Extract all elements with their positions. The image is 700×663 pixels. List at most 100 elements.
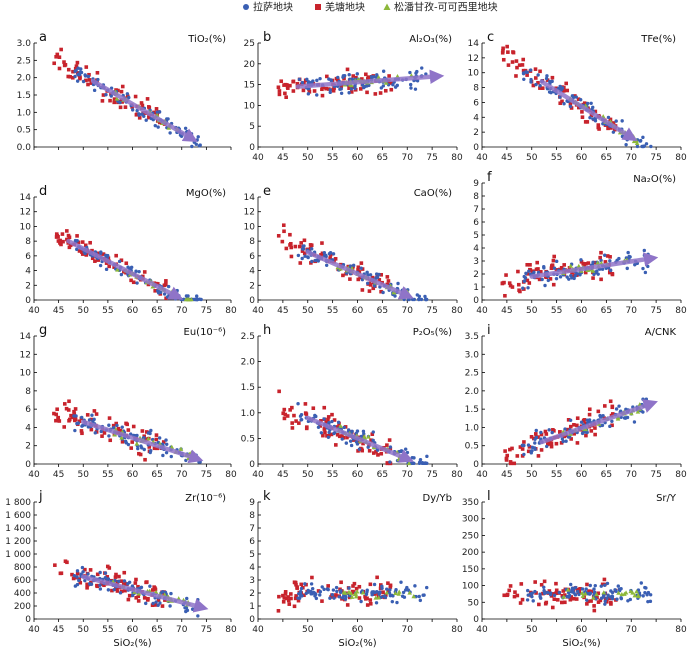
data-point — [60, 232, 65, 236]
y-tick-label: 12 — [20, 208, 31, 218]
data-point — [84, 78, 88, 83]
data-point — [99, 429, 103, 434]
data-point — [52, 61, 56, 66]
y-tick-label: 400 — [14, 589, 31, 599]
data-point — [309, 247, 314, 251]
data-point — [115, 423, 119, 428]
data-point — [526, 286, 530, 290]
x-tick-label: 65 — [601, 470, 612, 480]
legend-item: 羌塘地块 — [315, 1, 365, 14]
y-tick-label: 8 — [249, 237, 255, 247]
data-point — [354, 589, 360, 594]
x-tick-label: 60 — [127, 470, 139, 480]
data-point — [103, 576, 108, 580]
y-tick-label: 1 400 — [5, 524, 31, 534]
y-tick-label: 4 — [249, 267, 255, 277]
data-point — [352, 591, 358, 597]
x-tick-label: 65 — [377, 153, 388, 163]
data-point — [348, 264, 353, 268]
data-point — [549, 266, 554, 271]
data-point — [588, 583, 592, 588]
variable-label: A/CNK — [645, 327, 677, 338]
data-point — [310, 575, 314, 580]
data-point — [596, 123, 601, 127]
data-point — [605, 254, 610, 258]
data-point — [56, 416, 60, 421]
data-point — [294, 594, 298, 598]
y-tick-label: 1.0 — [17, 108, 32, 118]
data-point — [558, 85, 563, 89]
data-point — [586, 591, 590, 596]
data-point — [356, 268, 360, 272]
data-point — [585, 582, 589, 587]
data-point — [137, 269, 141, 274]
data-point — [119, 258, 124, 263]
variable-label: Sr/Y — [656, 493, 677, 504]
data-point — [565, 88, 570, 93]
data-point — [123, 105, 128, 109]
x-tick-label: 50 — [302, 306, 314, 316]
y-tick-label: 0 — [473, 296, 479, 306]
data-point — [544, 432, 549, 436]
data-point — [545, 444, 549, 449]
data-point — [614, 119, 618, 123]
data-point — [123, 439, 128, 444]
data-point — [606, 115, 611, 120]
x-tick-label: 70 — [626, 470, 638, 480]
data-point — [385, 587, 389, 591]
data-point — [411, 594, 417, 599]
x-tick-label: 40 — [28, 625, 40, 635]
data-point — [507, 588, 512, 593]
data-point — [129, 266, 133, 270]
data-point — [169, 454, 173, 459]
data-point — [302, 238, 307, 243]
data-point — [369, 75, 374, 79]
x-tick-label: 80 — [675, 470, 687, 480]
data-point — [353, 594, 359, 599]
data-point — [130, 593, 135, 598]
y-tick-label: 5 — [473, 231, 479, 241]
data-point — [421, 593, 425, 597]
data-point — [351, 263, 356, 268]
legend-marker — [243, 4, 249, 10]
data-point — [349, 87, 354, 91]
data-point — [569, 595, 574, 599]
data-point — [71, 75, 75, 80]
data-point — [183, 126, 188, 130]
data-point — [550, 430, 554, 435]
x-tick-label: 60 — [127, 306, 139, 316]
data-point — [644, 397, 649, 401]
data-point — [320, 585, 324, 589]
data-point — [417, 297, 421, 302]
data-point — [107, 264, 111, 269]
y-tick-label: 10 — [244, 222, 256, 232]
panel-l: 0 50 100 150 200 250 300 350 40 50 60 70 80 l Sr/Y SiO₂… — [462, 489, 687, 649]
x-tick-label: 70 — [626, 306, 638, 316]
data-point — [506, 50, 510, 54]
data-point — [325, 587, 330, 591]
data-point — [361, 429, 366, 434]
data-point — [628, 588, 634, 594]
data-point — [530, 594, 534, 599]
data-point — [329, 595, 333, 599]
data-point — [339, 84, 344, 89]
data-point — [552, 593, 557, 598]
data-point — [190, 607, 195, 611]
data-point — [641, 594, 645, 598]
data-point — [332, 418, 337, 422]
x-tick-label: 80 — [225, 470, 237, 480]
data-point — [564, 81, 568, 86]
data-point — [142, 114, 146, 118]
data-point — [643, 590, 647, 595]
data-point — [560, 593, 565, 598]
data-point — [349, 594, 355, 599]
data-point — [372, 582, 377, 587]
data-point — [140, 274, 145, 279]
data-point — [608, 255, 612, 259]
x-tick-label: 55 — [551, 470, 562, 480]
x-axis-label: SiO₂(%) — [562, 638, 600, 649]
data-point — [560, 267, 564, 272]
data-point — [290, 426, 295, 430]
data-point — [600, 423, 605, 428]
data-point — [371, 430, 375, 434]
